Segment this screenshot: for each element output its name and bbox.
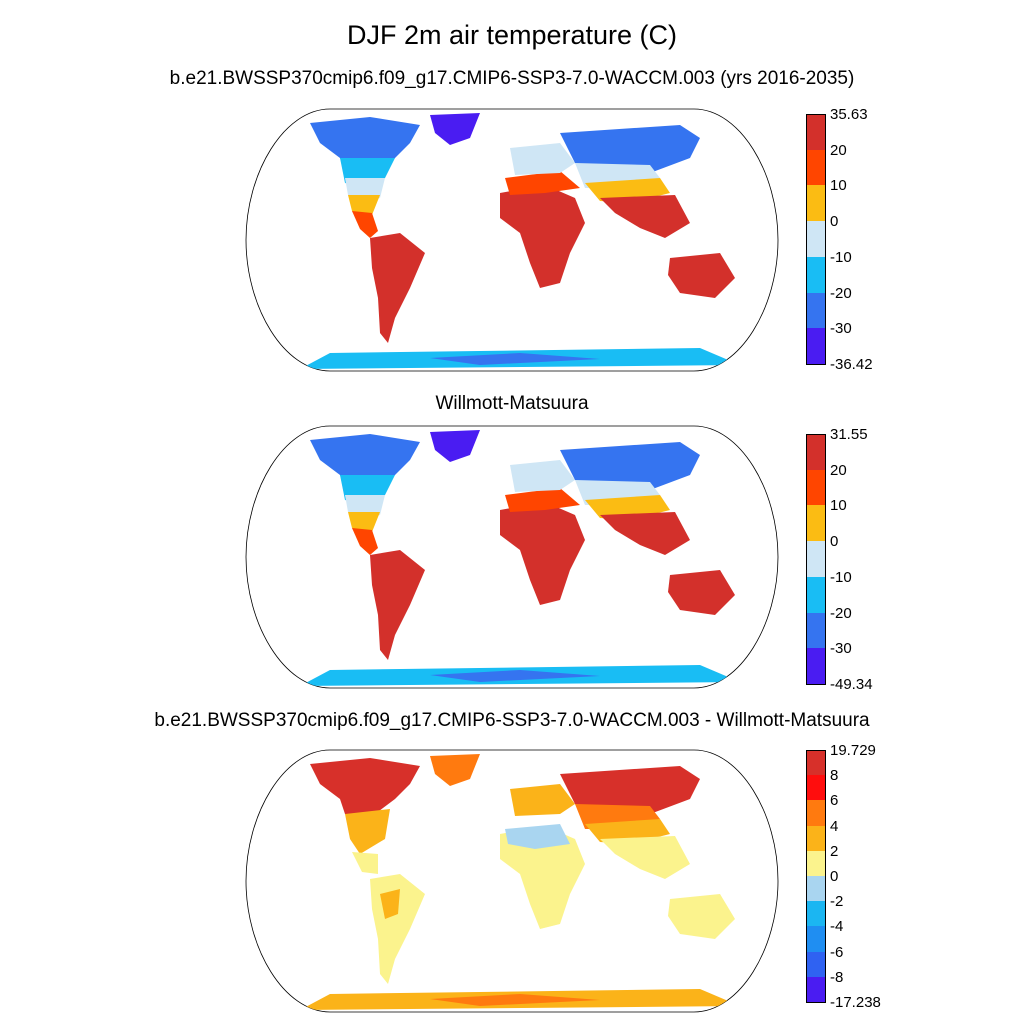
colorbar-swatch	[806, 505, 826, 543]
colorbar-label: 19.729	[830, 742, 876, 759]
colorbar-swatch	[806, 876, 826, 903]
colorbar-swatch	[806, 256, 826, 294]
panel-1-colorbar: 35.63 20 10 0 -10 -20 -30 -36.42	[806, 107, 906, 372]
colorbar-label: -10	[830, 248, 852, 266]
colorbar-label: -10	[830, 568, 852, 586]
colorbar-label: -20	[830, 604, 852, 622]
colorbar-label: -49.34	[830, 676, 873, 693]
colorbar-swatch	[806, 926, 826, 953]
panel-1-map	[0, 103, 800, 377]
colorbar-swatch	[806, 750, 826, 778]
colorbar-swatch	[806, 328, 826, 365]
colorbar-label: 35.63	[830, 106, 868, 123]
colorbar-swatch	[806, 775, 826, 802]
colorbar-label: -4	[830, 918, 844, 936]
figure-title: DJF 2m air temperature (C)	[346, 20, 678, 50]
panel-3-colorbar: 19.729 8 6 4 2 0 -2 -4 -6 -8 -17.238	[806, 743, 906, 1010]
colorbar-label: 4	[830, 817, 839, 835]
colorbar-swatch	[806, 951, 826, 978]
colorbar-label: -30	[830, 640, 852, 658]
colorbar-label: 10	[830, 497, 847, 515]
colorbar-label: -30	[830, 320, 852, 338]
colorbar-label: 0	[830, 213, 839, 231]
colorbar-label: -36.42	[830, 356, 873, 373]
panel-2-map	[0, 420, 800, 694]
panel-1-subtitle: b.e21.BWSSP370cmip6.f09_g17.CMIP6-SSP3-7…	[169, 68, 855, 89]
colorbar-swatch	[806, 541, 826, 578]
panel-3-subtitle: b.e21.BWSSP370cmip6.f09_g17.CMIP6-SSP3-7…	[154, 710, 870, 731]
colorbar-swatch	[806, 901, 826, 928]
colorbar-swatch	[806, 292, 826, 330]
colorbar-swatch	[806, 576, 826, 614]
colorbar-swatch	[806, 469, 826, 507]
colorbar-swatch	[806, 850, 826, 877]
colorbar-swatch	[806, 648, 826, 685]
colorbar-label: 0	[830, 868, 839, 885]
colorbar-label: -8	[830, 968, 844, 986]
colorbar-swatch	[806, 149, 826, 187]
colorbar-label: -17.238	[830, 994, 881, 1011]
colorbar-label: 8	[830, 767, 839, 785]
colorbar-label: -2	[830, 893, 844, 911]
colorbar-swatch	[806, 825, 826, 852]
colorbar-label: 10	[830, 177, 847, 195]
colorbar-label: -20	[830, 284, 852, 302]
colorbar-label: 0	[830, 533, 839, 551]
colorbar-swatch	[806, 800, 826, 827]
colorbar-swatch	[806, 114, 826, 152]
panel-3-map	[0, 744, 800, 1018]
panel-2-subtitle: Willmott-Matsuura	[435, 393, 589, 414]
colorbar-swatch	[806, 976, 826, 1003]
colorbar-label: 20	[830, 141, 847, 159]
panel-2-colorbar: 31.55 20 10 0 -10 -20 -30 -49.34	[806, 427, 906, 692]
colorbar-label: -6	[830, 943, 844, 961]
colorbar-label: 6	[830, 792, 839, 810]
colorbar-swatch	[806, 434, 826, 472]
colorbar-swatch	[806, 612, 826, 650]
colorbar-label: 2	[830, 842, 839, 860]
colorbar-swatch	[806, 185, 826, 223]
colorbar-swatch	[806, 221, 826, 258]
colorbar-label: 31.55	[830, 426, 868, 443]
colorbar-label: 20	[830, 461, 847, 479]
